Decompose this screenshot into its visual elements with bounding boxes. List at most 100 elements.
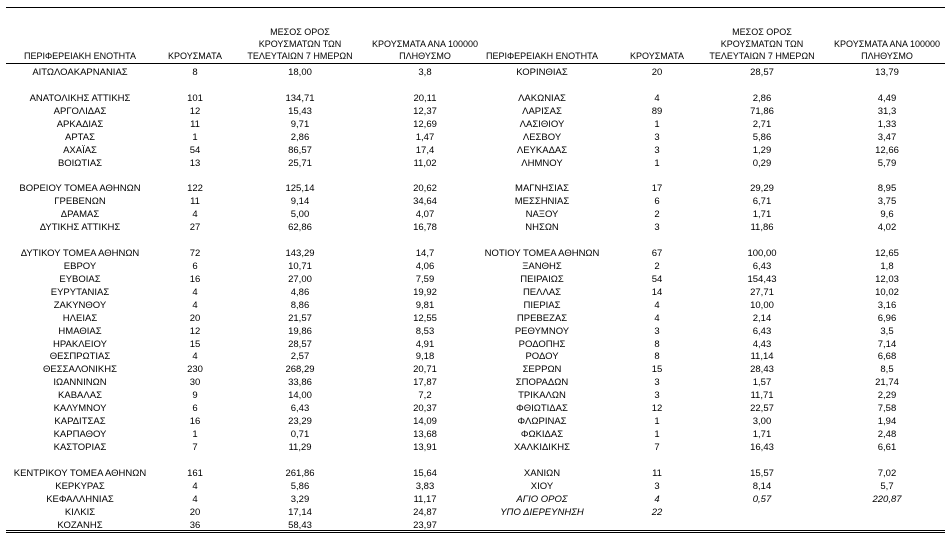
cell-value: 220,87	[872, 493, 902, 505]
cell-value: 12	[651, 403, 663, 415]
cell-value: 12,03	[875, 273, 899, 285]
cell-value: 20,71	[413, 364, 437, 376]
cell-value: 13,79	[875, 67, 899, 78]
region-name: ΑΙΤΩΛΟΑΚΑΡΝΑΝΙΑΣ	[32, 67, 128, 78]
cell-value: 22,57	[750, 403, 774, 415]
region-name: ΔΥΤΙΚΟΥ ΤΟΜΕΑ ΑΘΗΝΩΝ	[20, 248, 140, 260]
region-name: ΛΕΥΚΑΔΑΣ	[516, 144, 568, 156]
cell-value: 18,00	[288, 67, 312, 78]
cell-value: 15	[189, 338, 201, 350]
cell-value: 7,02	[877, 467, 897, 479]
cell-value: 16,78	[413, 222, 437, 234]
cell-value: 2,86	[752, 92, 772, 104]
cell-value: 11,86	[750, 222, 774, 234]
region-name: ΚΑΛΥΜΝΟΥ	[53, 403, 107, 415]
top-rule	[6, 7, 945, 8]
cell-value: 8,14	[752, 480, 772, 492]
region-name: ΑΡΤΑΣ	[65, 131, 95, 143]
cell-value: 1,8	[880, 260, 894, 272]
region-name: ΧΑΝΙΩΝ	[523, 467, 561, 479]
cell-value: 5,86	[290, 480, 310, 492]
cell-value: 19,92	[413, 286, 437, 298]
column-header: ΠΕΡΙΦΕΡΕΙΑΚΗ ΕΝΟΤΗΤΑ	[23, 51, 137, 61]
cell-value: 17,14	[288, 506, 312, 518]
header-rule	[6, 63, 945, 64]
cell-value: 4,06	[415, 260, 435, 272]
region-name: ΣΠΟΡΑΔΩΝ	[515, 377, 569, 389]
region-name: ΚΑΡΔΙΤΣΑΣ	[54, 416, 106, 428]
cell-value: 5,79	[877, 157, 897, 169]
cell-value: 20,62	[413, 183, 437, 195]
region-name: ΤΡΙΚΑΛΩΝ	[518, 390, 566, 402]
cell-value: 7,59	[415, 273, 435, 285]
cell-value: 28,43	[750, 364, 774, 376]
cell-value: 0,71	[290, 429, 310, 441]
cell-value: 3	[654, 222, 660, 234]
cell-value: 4,91	[415, 338, 435, 350]
cell-value: 3,16	[877, 299, 897, 311]
column-header: ΜΕΣΟΣ ΟΡΟΣ ΚΡΟΥΣΜΑΤΩΝ ΤΩΝ ΤΕΛΕΥΤΑΙΩΝ 7 Η…	[709, 27, 815, 61]
region-name: ΚΑΣΤΟΡΙΑΣ	[53, 441, 107, 453]
cell-value: 10,02	[875, 286, 899, 298]
cell-value: 7	[654, 441, 660, 453]
column-header: ΜΕΣΟΣ ΟΡΟΣ ΚΡΟΥΣΜΑΤΩΝ ΤΩΝ ΤΕΛΕΥΤΑΙΩΝ 7 Η…	[247, 27, 353, 61]
region-name: ΡΟΔΟΠΗΣ	[518, 338, 566, 350]
region-name: ΠΕΛΛΑΣ	[522, 286, 562, 298]
cell-value: 13,68	[413, 429, 437, 441]
cell-value: 8,5	[880, 364, 894, 376]
cell-value: 4	[654, 312, 660, 324]
cell-value: 6,68	[877, 351, 897, 363]
region-name: ΔΡΑΜΑΣ	[60, 209, 100, 221]
cell-value: 10,71	[288, 260, 312, 272]
cell-value: 89	[651, 105, 663, 117]
region-name: ΠΕΙΡΑΙΩΣ	[520, 273, 564, 285]
column-header: ΚΡΟΥΣΜΑΤΑ ΑΝΑ 100000 ΠΛΗΘΥΣΜΟ	[834, 39, 940, 61]
cell-value: 154,43	[747, 273, 777, 285]
cell-value: 58,43	[288, 519, 312, 531]
region-name: ΙΩΑΝΝΙΝΩΝ	[53, 377, 107, 389]
cell-value: 9	[192, 390, 198, 402]
cell-value: 3,75	[877, 196, 897, 208]
cell-value: 1,29	[752, 144, 772, 156]
region-name: ΡΕΘΥΜΝΟΥ	[514, 325, 570, 337]
cell-value: 11,71	[750, 390, 774, 402]
bottom-rule	[6, 530, 945, 531]
cell-value: 2,29	[877, 390, 897, 402]
cell-value: 20,37	[413, 403, 437, 415]
cell-value: 12,55	[413, 312, 437, 324]
cell-value: 3	[654, 144, 660, 156]
cell-value: 4	[654, 92, 660, 104]
cell-value: 14,00	[288, 390, 312, 402]
cell-value: 4	[192, 286, 198, 298]
region-name: ΚΟΖΑΝΗΣ	[57, 519, 103, 531]
cell-value: 6,61	[877, 441, 897, 453]
cell-value: 3,47	[877, 131, 897, 143]
cell-value: 9,81	[415, 299, 435, 311]
cell-value: 3,8	[418, 67, 432, 78]
cell-value: 4,02	[877, 222, 897, 234]
cell-value: 2	[654, 260, 660, 272]
cell-value: 6,43	[752, 325, 772, 337]
cell-value: 54	[651, 273, 663, 285]
region-name: ΖΑΚΥΝΘΟΥ	[53, 299, 107, 311]
cell-value: 1,71	[752, 429, 772, 441]
column-header: ΚΡΟΥΣΜΑΤΑ	[630, 51, 684, 61]
cell-value: 1,33	[877, 118, 897, 130]
cell-value: 4,07	[415, 209, 435, 221]
region-name: ΘΕΣΣΑΛΟΝΙΚΗΣ	[43, 364, 117, 376]
cell-value: 3	[654, 480, 660, 492]
cell-value: 19,86	[288, 325, 312, 337]
region-name: ΦΩΚΙΔΑΣ	[520, 429, 564, 441]
cell-value: 1,57	[752, 377, 772, 389]
cell-value: 17,87	[413, 377, 437, 389]
region-name: ΞΑΝΘΗΣ	[522, 260, 562, 272]
cell-value: 11	[652, 467, 662, 479]
cell-value: 4	[654, 493, 660, 505]
cell-value: 21,74	[875, 377, 899, 389]
cell-value: 8,95	[877, 183, 897, 195]
cell-value: 54	[189, 144, 201, 156]
cell-value: 17,4	[415, 144, 435, 156]
region-name: ΛΑΣΙΘΙΟΥ	[519, 118, 565, 130]
cell-value: 22	[651, 506, 663, 518]
cell-value: 62,86	[288, 222, 312, 234]
